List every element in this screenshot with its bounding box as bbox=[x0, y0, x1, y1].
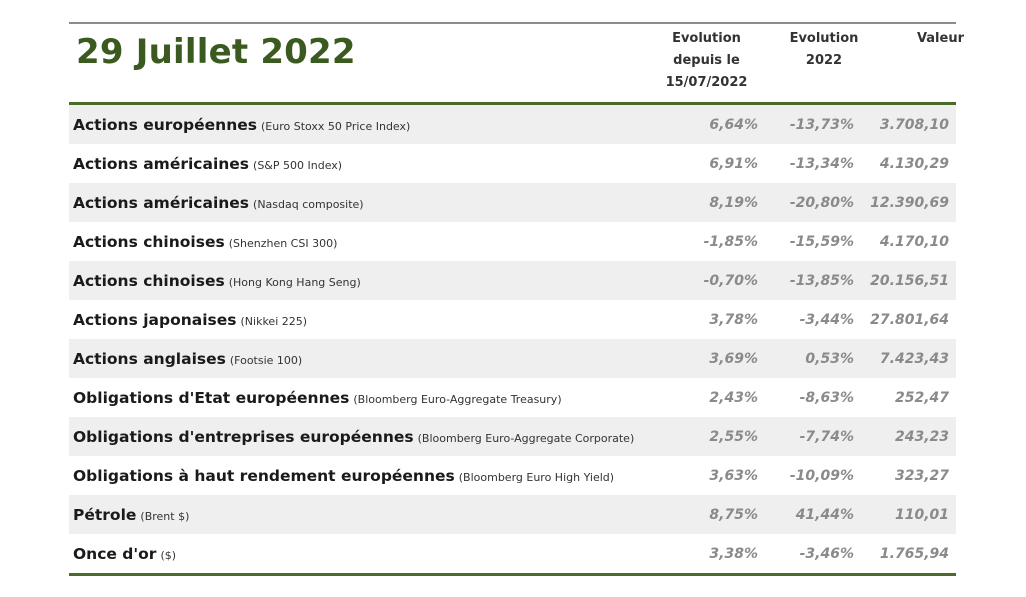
cell-value: 3.708,10 bbox=[879, 116, 949, 133]
row-label: Actions japonaises bbox=[73, 311, 237, 329]
top-rule bbox=[69, 22, 956, 24]
header-evolution-2022: Evolution 2022 bbox=[789, 31, 859, 68]
row-label: Obligations d'Etat européennes bbox=[73, 389, 350, 407]
cell-since: -1,85% bbox=[703, 233, 758, 250]
market-table: 29 Juillet 2022 Evolution depuis le 15/0… bbox=[69, 22, 964, 576]
row-label: Obligations d'entreprises européennes bbox=[73, 428, 414, 446]
cell-since: 3,69% bbox=[709, 350, 758, 367]
cell-since: 2,43% bbox=[709, 389, 758, 406]
cell-value: 27.801,64 bbox=[870, 311, 949, 328]
row-label: Actions chinoises bbox=[73, 272, 225, 290]
table-header: 29 Juillet 2022 Evolution depuis le 15/0… bbox=[69, 24, 964, 102]
cell-value: 323,27 bbox=[894, 467, 949, 484]
bottom-rule bbox=[69, 573, 956, 576]
cell-ytd: -13,34% bbox=[789, 155, 854, 172]
cell-value: 110,01 bbox=[894, 506, 949, 523]
row-source: (Bloomberg Euro High Yield) bbox=[458, 471, 615, 484]
table-row: Actions chinoises (Shenzhen CSI 300) -1,8… bbox=[69, 222, 956, 261]
row-source: (Shenzhen CSI 300) bbox=[228, 237, 338, 250]
cell-since: 8,19% bbox=[709, 194, 758, 211]
cell-ytd: -3,46% bbox=[799, 545, 854, 562]
table-row: Obligations d'entreprises européennes (Bl… bbox=[69, 417, 956, 456]
row-label: Actions européennes bbox=[73, 116, 257, 134]
row-label: Actions chinoises bbox=[73, 233, 225, 251]
row-source: (Euro Stoxx 50 Price Index) bbox=[260, 120, 411, 133]
cell-value: 1.765,94 bbox=[879, 545, 949, 562]
cell-since: 2,55% bbox=[709, 428, 758, 445]
page-title: 29 Juillet 2022 bbox=[76, 32, 356, 72]
header-value: Valeur bbox=[916, 31, 964, 46]
cell-value: 7.423,43 bbox=[879, 350, 949, 367]
row-source: (Hong Kong Hang Seng) bbox=[228, 276, 361, 289]
cell-value: 12.390,69 bbox=[870, 194, 949, 211]
cell-ytd: -7,74% bbox=[799, 428, 854, 445]
cell-ytd: 41,44% bbox=[795, 506, 854, 523]
row-source: (Bloomberg Euro-Aggregate Corporate) bbox=[417, 432, 635, 445]
cell-since: -0,70% bbox=[703, 272, 758, 289]
row-label: Obligations à haut rendement européennes bbox=[73, 467, 455, 485]
cell-ytd: -3,44% bbox=[799, 311, 854, 328]
row-source: (S&P 500 Index) bbox=[253, 159, 343, 172]
row-source: (Nasdaq composite) bbox=[253, 198, 364, 211]
table-body: Actions européennes (Euro Stoxx 50 Price … bbox=[69, 105, 956, 573]
row-label: Actions américaines bbox=[73, 155, 250, 173]
row-source: (Brent $) bbox=[140, 510, 190, 523]
header-evolution-since: Evolution depuis le 15/07/2022 bbox=[665, 31, 748, 90]
table-row: Once d'or ($) 3,38% -3,46% 1.765,94 bbox=[69, 534, 956, 573]
row-label: Pétrole bbox=[73, 506, 137, 524]
cell-value: 252,47 bbox=[894, 389, 949, 406]
header-rule bbox=[69, 102, 956, 105]
cell-since: 6,64% bbox=[709, 116, 758, 133]
table-row: Obligations à haut rendement européennes… bbox=[69, 456, 956, 495]
table-row: Actions anglaises (Footsie 100) 3,69% 0,5… bbox=[69, 339, 956, 378]
cell-since: 3,63% bbox=[709, 467, 758, 484]
cell-since: 3,38% bbox=[709, 545, 758, 562]
cell-ytd: -10,09% bbox=[789, 467, 854, 484]
cell-ytd: -8,63% bbox=[799, 389, 854, 406]
cell-ytd: -20,80% bbox=[789, 194, 854, 211]
row-source: (Footsie 100) bbox=[229, 354, 303, 367]
cell-value: 243,23 bbox=[894, 428, 949, 445]
table-row: Actions chinoises (Hong Kong Hang Seng) -… bbox=[69, 261, 956, 300]
cell-ytd: -15,59% bbox=[789, 233, 854, 250]
row-source: ($) bbox=[160, 549, 177, 562]
cell-value: 20.156,51 bbox=[870, 272, 949, 289]
table-row: Pétrole (Brent $) 8,75% 41,44% 110,01 bbox=[69, 495, 956, 534]
cell-since: 3,78% bbox=[709, 311, 758, 328]
table-row: Actions japonaises (Nikkei 225) 3,78% -3,… bbox=[69, 300, 956, 339]
cell-ytd: 0,53% bbox=[805, 350, 854, 367]
table-row: Actions américaines (S&P 500 Index) 6,91%… bbox=[69, 144, 956, 183]
table-row: Obligations d'Etat européennes (Bloomberg… bbox=[69, 378, 956, 417]
row-source: (Bloomberg Euro-Aggregate Treasury) bbox=[353, 393, 562, 406]
cell-value: 4.130,29 bbox=[879, 155, 949, 172]
table-row: Actions européennes (Euro Stoxx 50 Price … bbox=[69, 105, 956, 144]
cell-since: 6,91% bbox=[709, 155, 758, 172]
cell-ytd: -13,73% bbox=[789, 116, 854, 133]
cell-ytd: -13,85% bbox=[789, 272, 854, 289]
row-label: Actions anglaises bbox=[73, 350, 226, 368]
table-row: Actions américaines (Nasdaq composite) 8,… bbox=[69, 183, 956, 222]
row-label: Actions américaines bbox=[73, 194, 250, 212]
row-label: Once d'or bbox=[73, 545, 157, 563]
row-source: (Nikkei 225) bbox=[240, 315, 308, 328]
cell-since: 8,75% bbox=[709, 506, 758, 523]
cell-value: 4.170,10 bbox=[879, 233, 949, 250]
